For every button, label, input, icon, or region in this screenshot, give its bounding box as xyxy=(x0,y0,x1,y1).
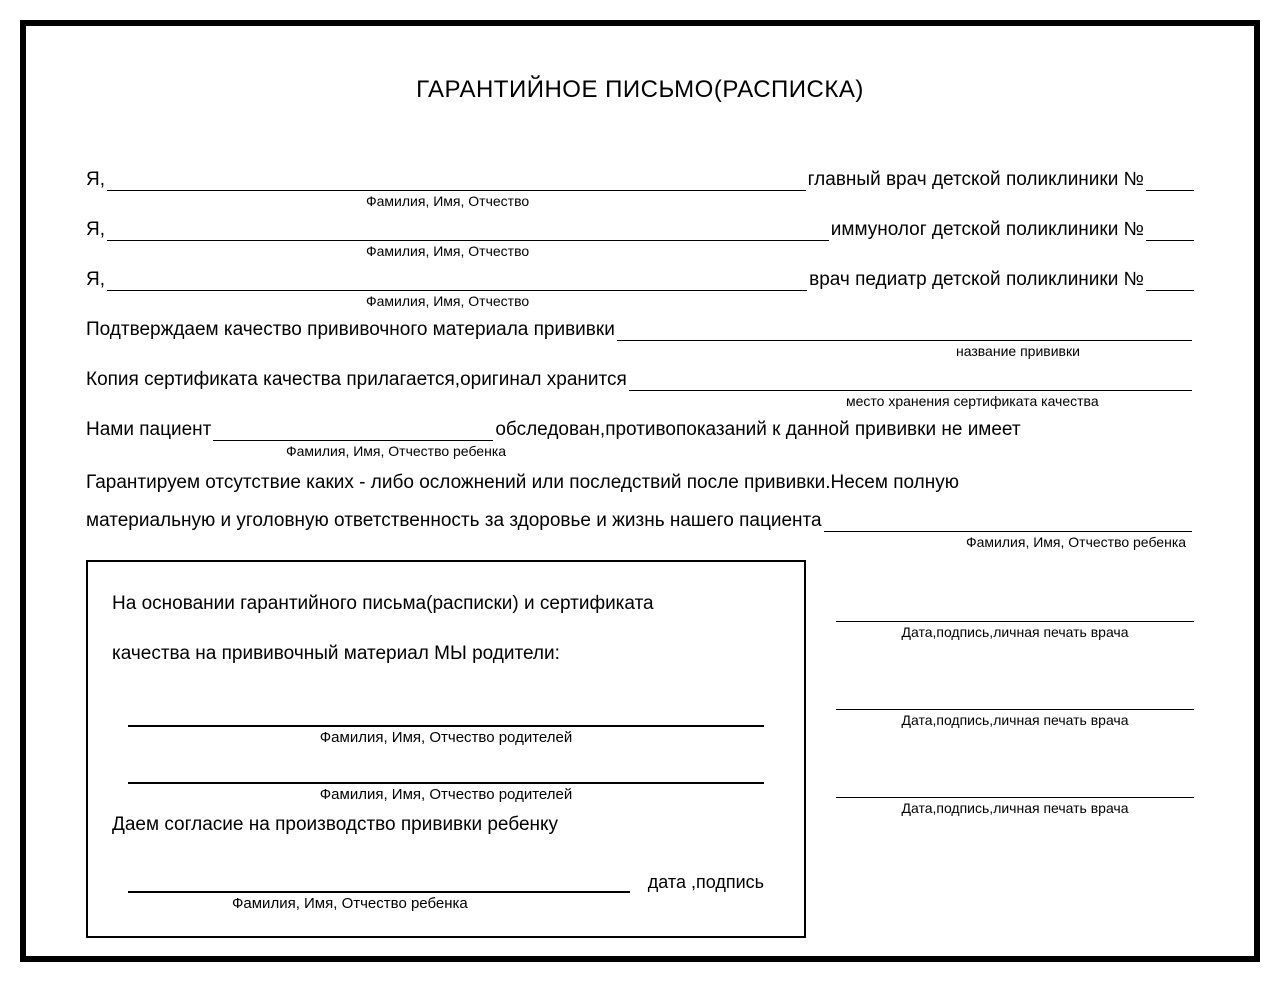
bottom-section: На основании гарантийного письма(расписк… xyxy=(86,560,1194,939)
line6-suffix: обследован,противопоказаний к данной при… xyxy=(495,419,1020,441)
signature-line-1[interactable] xyxy=(836,600,1194,622)
line3-blank[interactable] xyxy=(107,290,807,291)
line7-sublabel: Фамилия, Имя, Отчество ребенка xyxy=(966,534,1186,550)
consent-parent1-sublabel: Фамилия, Имя, Отчество родителей xyxy=(112,729,780,746)
line2-suffix: иммунолог детской поликлиники № xyxy=(831,219,1144,241)
line5-sublabel-row: место хранения сертификата качества xyxy=(86,393,1194,409)
line3-sublabel: Фамилия, Имя, Отчество xyxy=(366,293,529,309)
line2-prefix: Я, xyxy=(86,219,105,241)
signature-block-3: Дата,подпись,личная печать врача xyxy=(836,776,1194,816)
line3-suffix: врач педиатр детской поликлиники № xyxy=(809,269,1144,291)
line3-number-blank[interactable] xyxy=(1146,290,1194,291)
consent-box: На основании гарантийного письма(расписк… xyxy=(86,560,806,939)
line4-sublabel-row: название прививки xyxy=(86,343,1194,359)
line5-blank[interactable] xyxy=(629,390,1192,391)
signatures-column: Дата,подпись,личная печать врача Дата,по… xyxy=(836,560,1194,864)
consent-last-row: дата ,подпись xyxy=(128,869,764,893)
line-patient: Нами пациент обследован,противопоказаний… xyxy=(86,419,1194,441)
line1-sublabel: Фамилия, Имя, Отчество xyxy=(366,193,529,209)
line4-prefix: Подтверждаем качество прививочного матер… xyxy=(86,319,615,341)
signature-block-2: Дата,подпись,личная печать врача xyxy=(836,688,1194,728)
consent-child-blank[interactable] xyxy=(128,869,630,893)
consent-parent1-blank[interactable] xyxy=(128,703,764,727)
line-chief-doctor: Я, главный врач детской поликлиники № xyxy=(86,169,1194,191)
line-certificate: Копия сертификата качества прилагается,о… xyxy=(86,369,1194,391)
line5-sublabel: место хранения сертификата качества xyxy=(846,393,1099,409)
line-pediatrician: Я, врач педиатр детской поликлиники № xyxy=(86,269,1194,291)
line-immunologist: Я, иммунолог детской поликлиники № xyxy=(86,219,1194,241)
consent-date-sig-label: дата ,подпись xyxy=(648,872,764,893)
signature-line-2[interactable] xyxy=(836,688,1194,710)
document-title: ГАРАНТИЙНОЕ ПИСЬМО(РАСПИСКА) xyxy=(86,76,1194,104)
signature-label-1: Дата,подпись,личная печать врача xyxy=(836,624,1194,640)
line1-sublabel-row: Фамилия, Имя, Отчество xyxy=(86,193,1194,209)
line7-sublabel-row: Фамилия, Имя, Отчество ребенка xyxy=(86,534,1194,550)
signature-label-2: Дата,подпись,личная печать врача xyxy=(836,712,1194,728)
line1-blank[interactable] xyxy=(107,190,806,191)
line6-prefix: Нами пациент xyxy=(86,419,211,441)
line6-sublabel-row: Фамилия, Имя, Отчество ребенка xyxy=(86,443,1194,459)
line2-sublabel: Фамилия, Имя, Отчество xyxy=(366,243,529,259)
consent-parent2-sublabel: Фамилия, Имя, Отчество родителей xyxy=(112,786,780,803)
guarantee-paragraph: Гарантируем отсутствие каких - либо осло… xyxy=(86,469,1194,498)
line7-blank[interactable] xyxy=(824,531,1192,532)
line2-blank[interactable] xyxy=(107,240,829,241)
line5-prefix: Копия сертификата качества прилагается,о… xyxy=(86,369,627,391)
consent-child-sublabel: Фамилия, Имя, Отчество ребенка xyxy=(232,895,780,912)
line7-prefix: материальную и уголовную ответственность… xyxy=(86,510,822,532)
consent-text1: На основании гарантийного письма(расписк… xyxy=(112,590,780,619)
line1-prefix: Я, xyxy=(86,169,105,191)
line2-number-blank[interactable] xyxy=(1146,240,1194,241)
line6-blank[interactable] xyxy=(213,440,493,441)
consent-text3: Даем согласие на производство прививки р… xyxy=(112,811,780,840)
line4-sublabel: название прививки xyxy=(956,343,1080,359)
line1-number-blank[interactable] xyxy=(1146,190,1194,191)
signature-block-1: Дата,подпись,личная печать врача xyxy=(836,600,1194,640)
document-frame: ГАРАНТИЙНОЕ ПИСЬМО(РАСПИСКА) Я, главный … xyxy=(20,20,1260,962)
consent-parent2-blank[interactable] xyxy=(128,760,764,784)
line1-suffix: главный врач детской поликлиники № xyxy=(808,169,1144,191)
line6-sublabel: Фамилия, Имя, Отчество ребенка xyxy=(286,443,506,459)
signature-line-3[interactable] xyxy=(836,776,1194,798)
signature-label-3: Дата,подпись,личная печать врача xyxy=(836,800,1194,816)
line-responsibility: материальную и уголовную ответственность… xyxy=(86,510,1194,532)
line3-prefix: Я, xyxy=(86,269,105,291)
line4-blank[interactable] xyxy=(617,340,1192,341)
line2-sublabel-row: Фамилия, Имя, Отчество xyxy=(86,243,1194,259)
consent-text2: качества на прививочный материал МЫ роди… xyxy=(112,640,780,669)
line3-sublabel-row: Фамилия, Имя, Отчество xyxy=(86,293,1194,309)
line-vaccine-quality: Подтверждаем качество прививочного матер… xyxy=(86,319,1194,341)
